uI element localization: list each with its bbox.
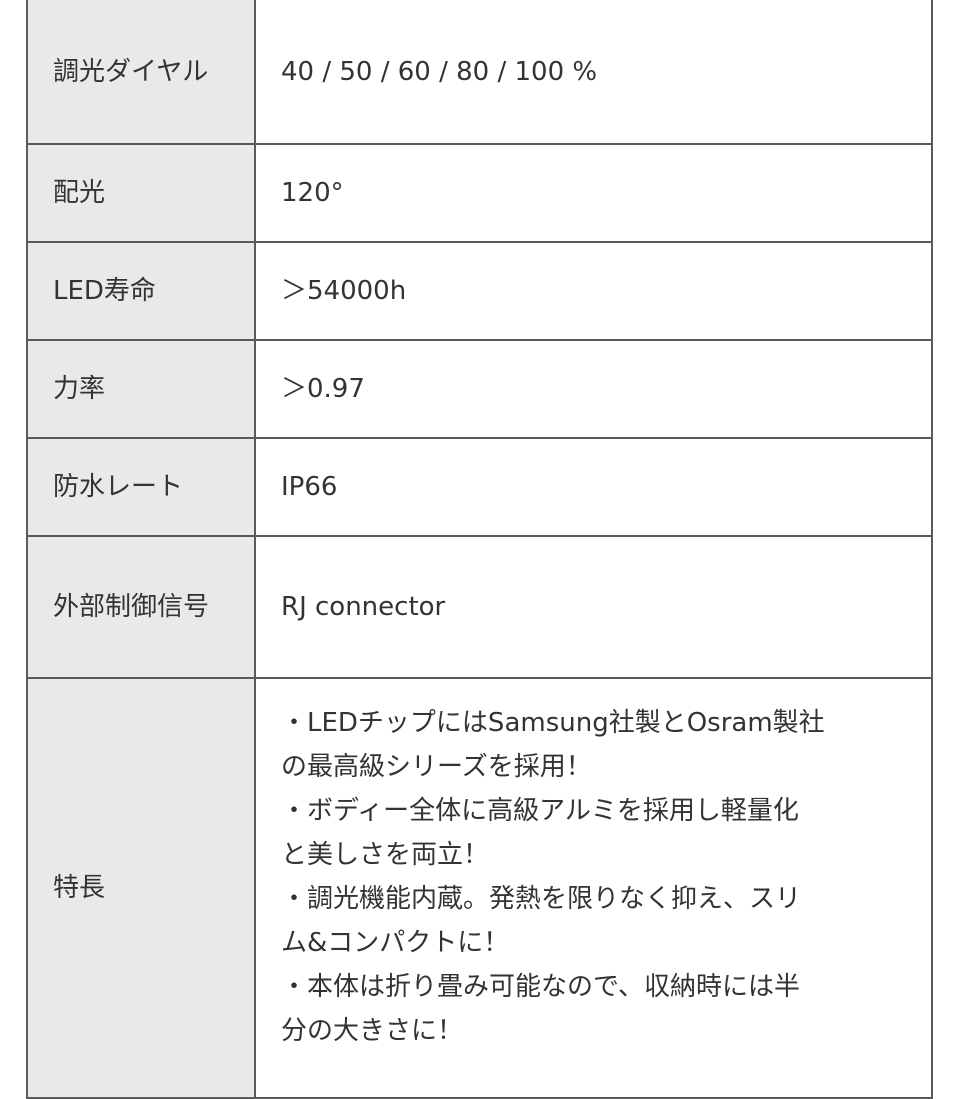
feature-line: 分の大きさに！ — [281, 1016, 464, 1046]
row-label: 調光ダイヤル — [26, 0, 256, 145]
row-value: 120° — [254, 143, 933, 243]
feature-line: と美しさを両立！ — [281, 840, 490, 870]
row-value: ＞54000h — [254, 241, 933, 341]
table-row: 外部制御信号 RJ connector — [26, 535, 933, 679]
table-row: 防水レート IP66 — [26, 437, 933, 537]
feature-line: ・LEDチップにはSamsung社製とOsram製社 — [281, 708, 825, 738]
row-value: ＞0.97 — [254, 339, 933, 439]
row-label: 特長 — [26, 677, 256, 1099]
table-row: 力率 ＞0.97 — [26, 339, 933, 439]
spec-table: 調光ダイヤル 40 / 50 / 60 / 80 / 100 % 配光 120°… — [26, 0, 933, 1099]
row-label: 力率 — [26, 339, 256, 439]
table-row: 配光 120° — [26, 143, 933, 243]
table-row: 調光ダイヤル 40 / 50 / 60 / 80 / 100 % — [26, 0, 933, 145]
row-label: 防水レート — [26, 437, 256, 537]
feature-line: ・本体は折り畳み可能なので、収納時には半 — [281, 972, 800, 1002]
row-value: RJ connector — [254, 535, 933, 679]
row-value: 40 / 50 / 60 / 80 / 100 % — [254, 0, 933, 145]
table-row: LED寿命 ＞54000h — [26, 241, 933, 341]
features-value: ・LEDチップにはSamsung社製とOsram製社 の最高級シリーズを採用！ … — [254, 677, 933, 1099]
row-label: 外部制御信号 — [26, 535, 256, 679]
feature-line: ム&コンパクトに！ — [281, 928, 510, 958]
row-label: LED寿命 — [26, 241, 256, 341]
feature-line: の最高級シリーズを採用！ — [281, 752, 592, 782]
table-row: 特長 ・LEDチップにはSamsung社製とOsram製社 の最高級シリーズを採… — [26, 677, 933, 1099]
feature-line: ・ボディー全体に高級アルミを採用し軽量化 — [281, 796, 799, 826]
feature-line: ・調光機能内蔵。発熱を限りなく抑え、スリ — [281, 884, 802, 914]
row-label: 配光 — [26, 143, 256, 243]
row-value: IP66 — [254, 437, 933, 537]
